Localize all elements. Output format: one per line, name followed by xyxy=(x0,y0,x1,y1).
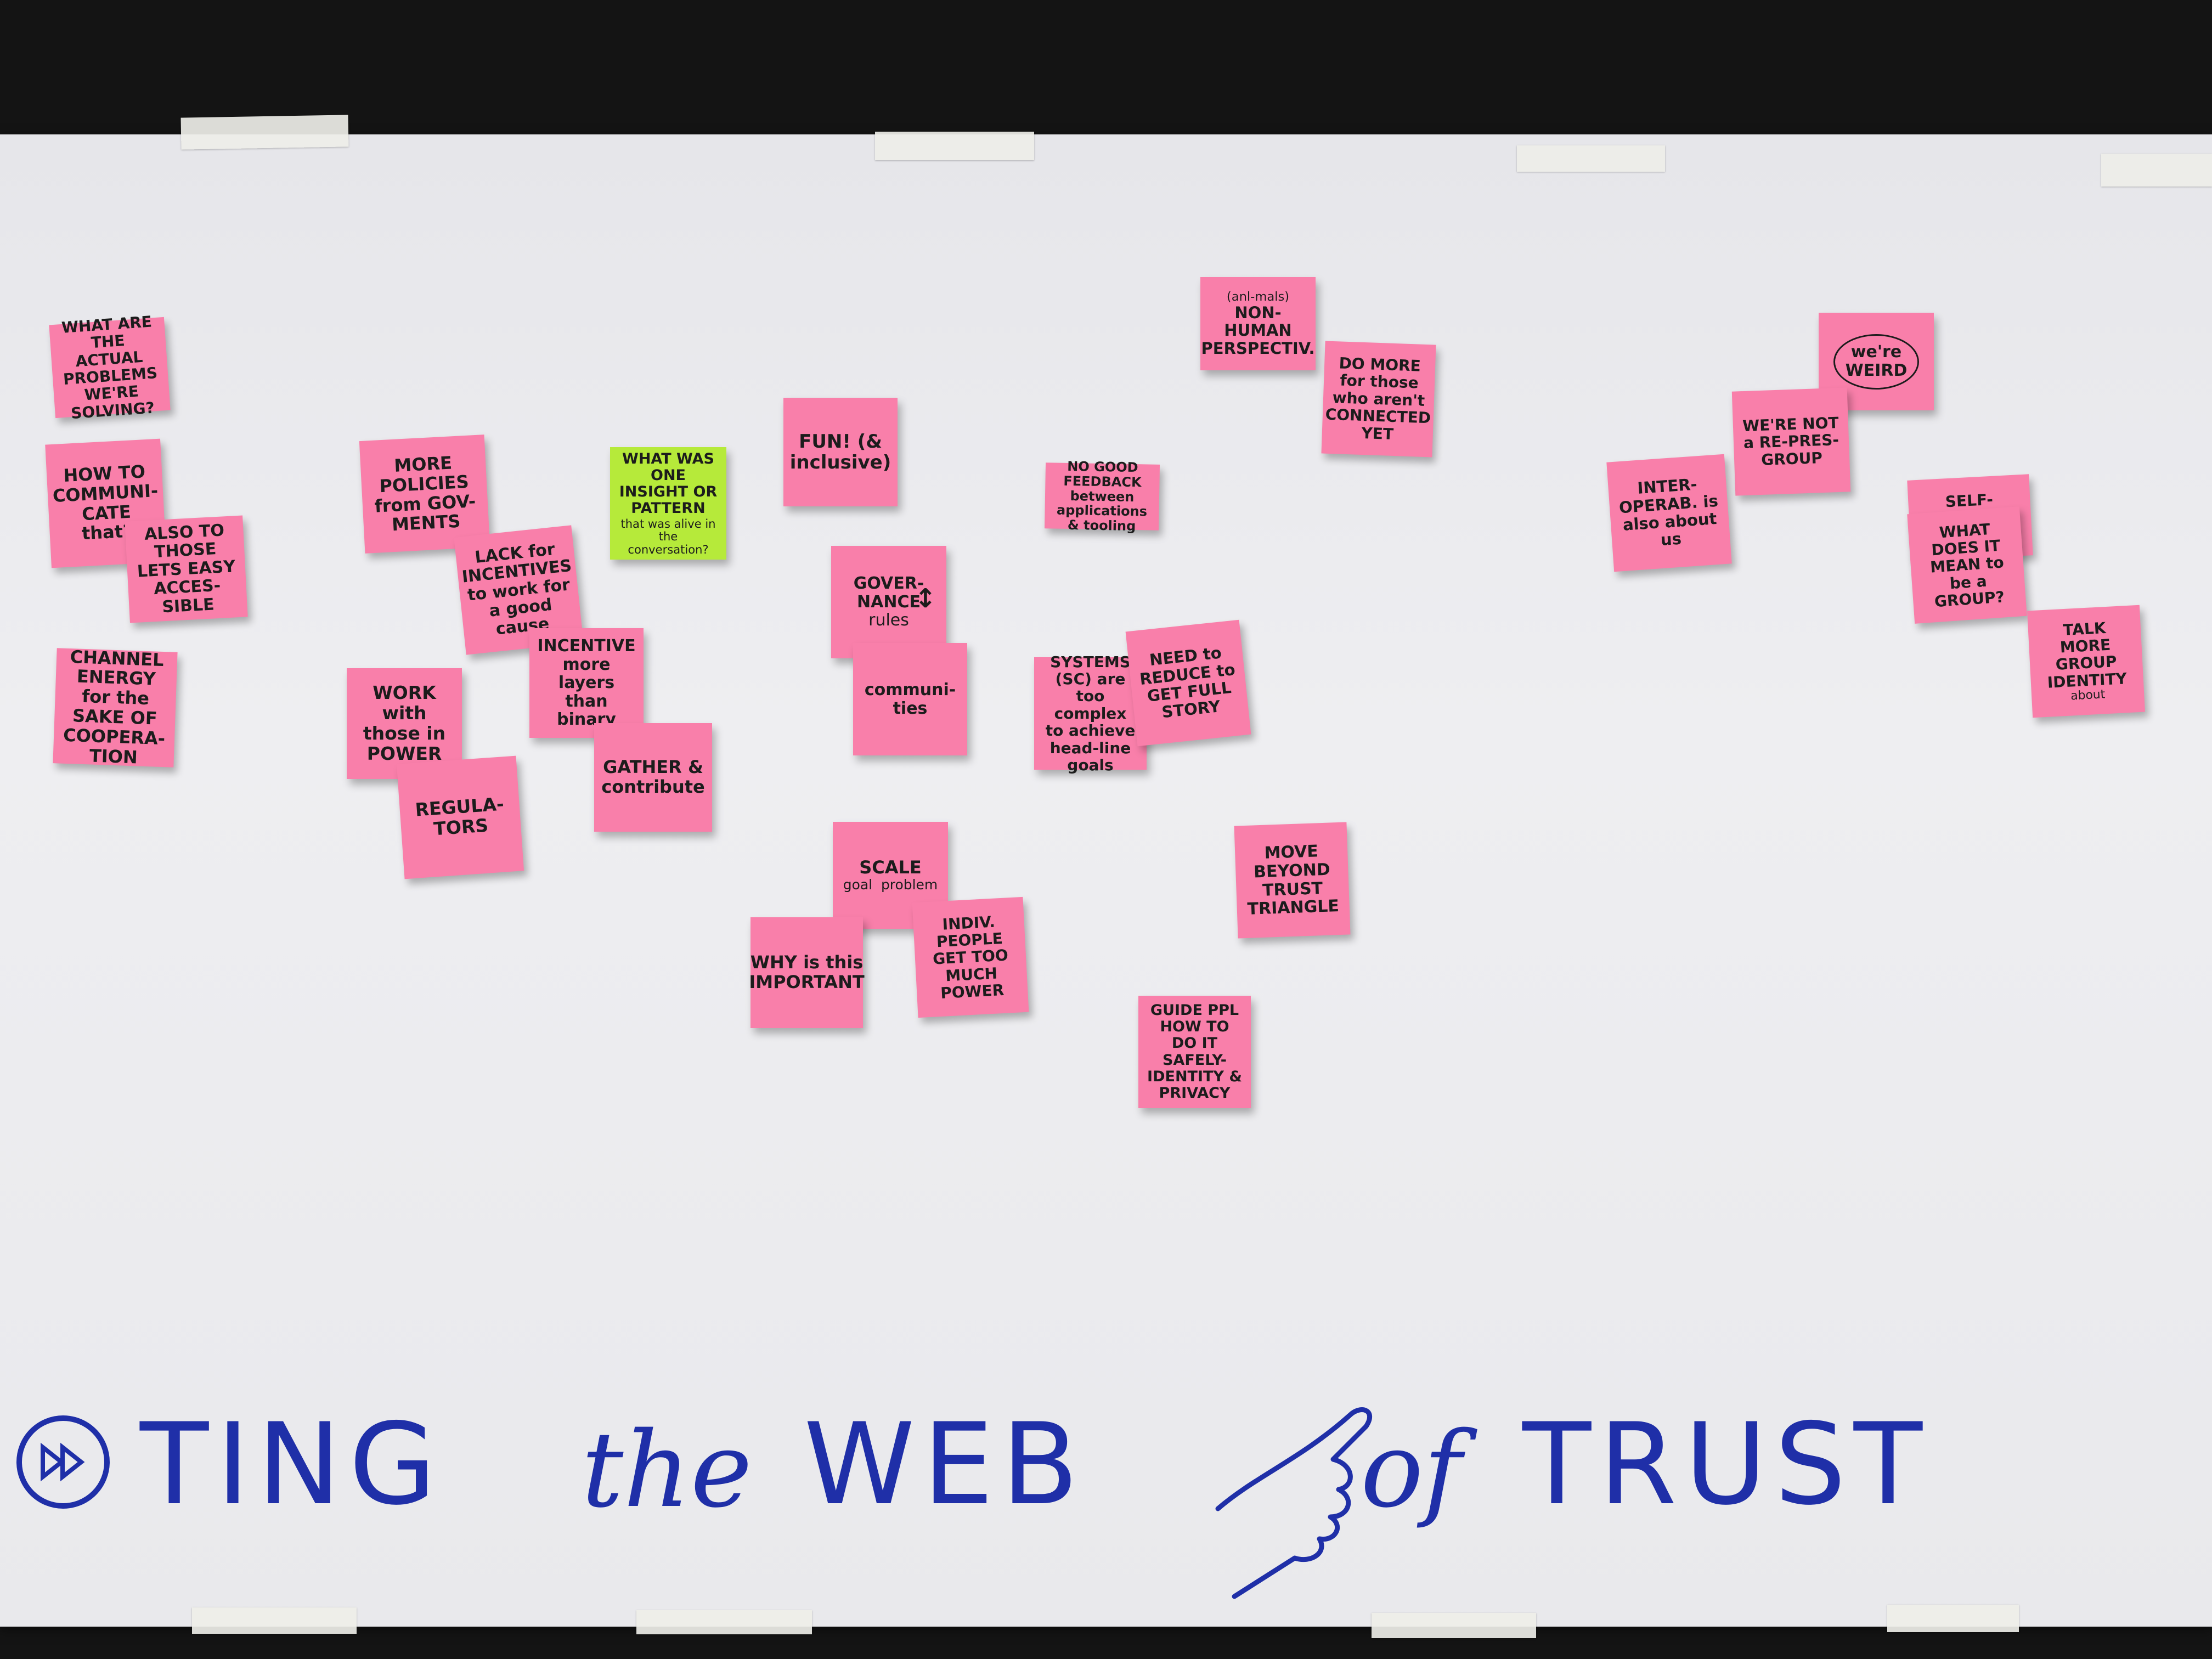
sticky-note[interactable]: CHANNEL ENERGY for the SAKE OF COOPERA-T… xyxy=(53,646,178,768)
sticky-note[interactable]: INDIV. PEOPLE GET TOO MUCH POWER xyxy=(912,896,1029,1018)
pointing-hand-icon xyxy=(1215,1407,1372,1599)
sticky-note[interactable]: REGULA-TORS xyxy=(396,755,524,879)
sticky-note[interactable]: INTER-OPERAB. is also about us xyxy=(1606,454,1732,572)
sticky-note[interactable]: MOVE BEYOND TRUST TRIANGLE xyxy=(1234,822,1351,939)
sticky-note-text: NO GOOD FEEDBACK between applications & … xyxy=(1056,458,1148,534)
sticky-note-subtext: goal problem xyxy=(843,877,938,893)
banner-word: the xyxy=(582,1409,753,1531)
sticky-note-text: LACK for INCENTIVES to work for a good c… xyxy=(461,539,573,639)
sticky-note-text: SYSTEMS (SC) are too complex to achieve … xyxy=(1045,652,1136,774)
banner-word: WEB xyxy=(804,1400,1086,1530)
fast-forward-icon xyxy=(16,1415,110,1509)
sticky-note-subtext: that was alive in the conversation? xyxy=(620,516,716,556)
tape-strip xyxy=(636,1610,812,1634)
sticky-note-text: GATHER & contribute xyxy=(601,757,705,797)
sticky-note[interactable]: WHY is this IMPORTANT xyxy=(749,917,865,1028)
tape-strip xyxy=(1887,1605,2019,1632)
sticky-note[interactable]: TALK MORE GROUP IDENTITY about xyxy=(2027,605,2145,718)
arrow-updown-icon: ↕ xyxy=(914,583,936,614)
sticky-note-text: DO MORE for those who aren't CONNECTED Y… xyxy=(1325,354,1431,443)
sticky-note-text: SCALE xyxy=(859,856,922,878)
tape-strip xyxy=(1517,145,1665,172)
tape-strip xyxy=(875,132,1034,160)
sticky-note-text: ALSO TO THOSE LETS EASY ACCES-SIBLE xyxy=(137,520,236,617)
sticky-note-subtext: rules xyxy=(868,611,909,630)
sticky-note-text: NEED to REDUCE to GET FULL STORY xyxy=(1138,643,1236,722)
sticky-note-subtext: about xyxy=(2070,687,2106,703)
sticky-note-text: FUN! (& inclusive) xyxy=(789,430,891,473)
sticky-note-text: WHAT WAS ONE INSIGHT OR PATTERN xyxy=(619,450,718,517)
sticky-note-text: WHAT ARE THE ACTUAL PROBLEMS WE'RE SOLVI… xyxy=(61,312,159,422)
sticky-note[interactable]: INCENTIVE more layers than binary xyxy=(529,628,644,738)
sticky-note-text: INTER-OPERAB. is also about us xyxy=(1618,475,1719,550)
sticky-note[interactable]: DO MORE for those who aren't CONNECTED Y… xyxy=(1321,341,1436,458)
sticky-note[interactable]: SYSTEMS (SC) are too complex to achieve … xyxy=(1034,653,1147,774)
sticky-note-text: communi-ties xyxy=(864,680,956,718)
sticky-note[interactable]: SCALE goal problem xyxy=(833,822,948,929)
sticky-note[interactable]: WHAT DOES IT MEAN to be a GROUP? xyxy=(1907,506,2027,624)
sticky-note-text: GUIDE PPL HOW TO DO IT SAFELY-IDENTITY &… xyxy=(1147,1001,1242,1102)
banner-word: TING xyxy=(140,1400,444,1530)
tape-strip xyxy=(1372,1613,1536,1638)
sticky-note[interactable]: GOVER-NANCE rules ↕ xyxy=(831,546,946,658)
sticky-note[interactable]: NO GOOD FEEDBACK between applications & … xyxy=(1044,458,1160,534)
sticky-note[interactable]: WHAT ARE THE ACTUAL PROBLEMS WE'RE SOLVI… xyxy=(49,312,171,422)
tape-strip xyxy=(192,1607,357,1634)
sticky-note-text: INCENTIVE more layers than binary xyxy=(537,636,636,730)
sticky-note-text: WHY is this IMPORTANT xyxy=(749,952,865,992)
sticky-note-text: CHANNEL ENERGY for the SAKE OF COOPERA-T… xyxy=(63,646,166,768)
sticky-note-text: TALK MORE GROUP IDENTITY xyxy=(2046,618,2128,692)
sticky-note-prompt[interactable]: WHAT WAS ONE INSIGHT OR PATTERN that was … xyxy=(610,447,726,560)
sticky-note[interactable]: NEED to REDUCE to GET FULL STORY xyxy=(1125,619,1251,747)
sticky-note-text: REGULA-TORS xyxy=(414,793,505,840)
sticky-note-text: MORE POLICIES from GOV-MENTS xyxy=(374,452,477,535)
sticky-note-text: NON-HUMAN PERSPECTIV. xyxy=(1201,303,1315,358)
sticky-note-text: we're WEIRD xyxy=(1845,342,1908,380)
sticky-note[interactable]: communi-ties xyxy=(853,643,967,755)
sticky-note-text: INDIV. PEOPLE GET TOO MUCH POWER xyxy=(932,912,1009,1002)
sticky-note[interactable]: FUN! (& inclusive) xyxy=(783,398,898,506)
sticky-note[interactable]: WE'RE NOT a RE-PRES-GROUP xyxy=(1731,387,1851,496)
sticky-note-text: WE'RE NOT a RE-PRES-GROUP xyxy=(1742,413,1839,469)
speech-bubble-icon: we're WEIRD xyxy=(1833,334,1919,390)
sticky-note[interactable]: (anl-mals) NON-HUMAN PERSPECTIV. xyxy=(1200,277,1316,370)
sticky-note[interactable]: GUIDE PPL HOW TO DO IT SAFELY-IDENTITY &… xyxy=(1138,996,1251,1108)
sticky-note-text: GOVER-NANCE xyxy=(853,574,924,612)
sticky-note-subtext: (anl-mals) xyxy=(1226,289,1290,304)
sticky-note-text: MOVE BEYOND TRUST TRIANGLE xyxy=(1247,842,1340,919)
sticky-note[interactable]: ALSO TO THOSE LETS EASY ACCES-SIBLE xyxy=(125,515,248,623)
sticky-note[interactable]: GATHER & contribute xyxy=(594,723,712,832)
banner-title: TING the WEB of TRUST xyxy=(16,1400,2046,1599)
tape-strip xyxy=(2101,154,2212,187)
tape-strip xyxy=(180,115,349,150)
banner-word: of xyxy=(1361,1409,1462,1531)
sticky-note-text: WHAT DOES IT MEAN to be a GROUP? xyxy=(1929,520,2005,611)
sticky-note-text: WORK with those in POWER xyxy=(363,682,446,764)
banner-word: TRUST xyxy=(1522,1400,1931,1530)
